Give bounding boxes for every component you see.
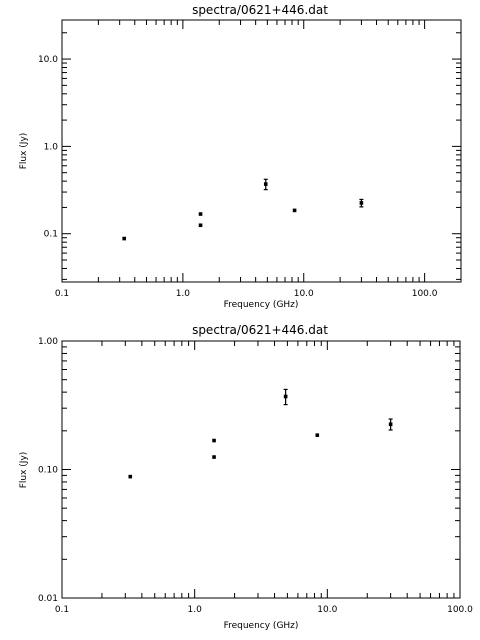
- axis-ticks: 0.1 1.0 10.0 100.0 0.01 0.10 1.00: [38, 337, 473, 615]
- data-point: [198, 212, 203, 216]
- y-tick-label: 0.10: [38, 466, 58, 476]
- data-point: [283, 388, 288, 406]
- data-point: [128, 474, 133, 479]
- x-axis-label: Frequency (GHz): [224, 300, 299, 310]
- chart-title: spectra/0621+446.dat: [192, 3, 328, 17]
- point-marker: [292, 208, 297, 213]
- point-marker: [212, 438, 216, 443]
- y-axis-label: Flux (Jy): [19, 452, 29, 489]
- y-tick-label: 0.1: [44, 230, 58, 240]
- plot-frame: [61, 19, 462, 283]
- point-marker: [359, 201, 364, 205]
- x-tick-label: 10.0: [294, 289, 314, 299]
- x-tick-label: 100.0: [447, 605, 473, 615]
- spectrum-plot-top: spectra/0621+446.dat Frequency (GHz) Flu…: [19, 3, 462, 310]
- data-point: [388, 418, 393, 431]
- x-tick-label: 1.0: [176, 289, 191, 299]
- x-tick-label: 10.0: [317, 605, 337, 615]
- data-point: [315, 433, 320, 437]
- plot-frame: [61, 340, 461, 599]
- point-marker: [388, 422, 393, 427]
- data-point: [359, 198, 364, 208]
- point-marker: [122, 236, 126, 241]
- point-marker: [212, 455, 216, 459]
- point-marker: [263, 182, 268, 186]
- x-tick-label: 100.0: [412, 289, 438, 299]
- x-tick-label: 1.0: [188, 605, 203, 615]
- data-point: [212, 438, 216, 443]
- data-point: [292, 208, 297, 213]
- data-points: [128, 388, 393, 479]
- spectrum-plot-bottom: spectra/0621+446.dat Frequency (GHz) Flu…: [19, 323, 473, 631]
- x-axis-label: Frequency (GHz): [224, 621, 299, 631]
- data-point: [212, 455, 216, 459]
- y-tick-label: 1.00: [38, 337, 58, 347]
- data-points: [122, 178, 364, 241]
- x-tick-label: 0.1: [55, 605, 69, 615]
- axis-ticks: 0.1 1.0 10.0 100.0 0.1 1.0 10.0: [38, 20, 461, 299]
- y-tick-label: 0.01: [38, 594, 58, 604]
- data-point: [122, 236, 126, 241]
- y-tick-label: 10.0: [38, 55, 58, 65]
- x-tick-label: 0.1: [55, 289, 69, 299]
- point-marker: [198, 223, 203, 228]
- point-marker: [128, 474, 133, 479]
- y-axis-label: Flux (Jy): [19, 133, 29, 170]
- point-marker: [283, 394, 288, 399]
- point-marker: [315, 433, 320, 437]
- y-tick-label: 1.0: [44, 142, 59, 152]
- data-point: [198, 223, 203, 228]
- chart-title: spectra/0621+446.dat: [192, 323, 328, 337]
- point-marker: [198, 212, 203, 216]
- data-point: [263, 178, 268, 191]
